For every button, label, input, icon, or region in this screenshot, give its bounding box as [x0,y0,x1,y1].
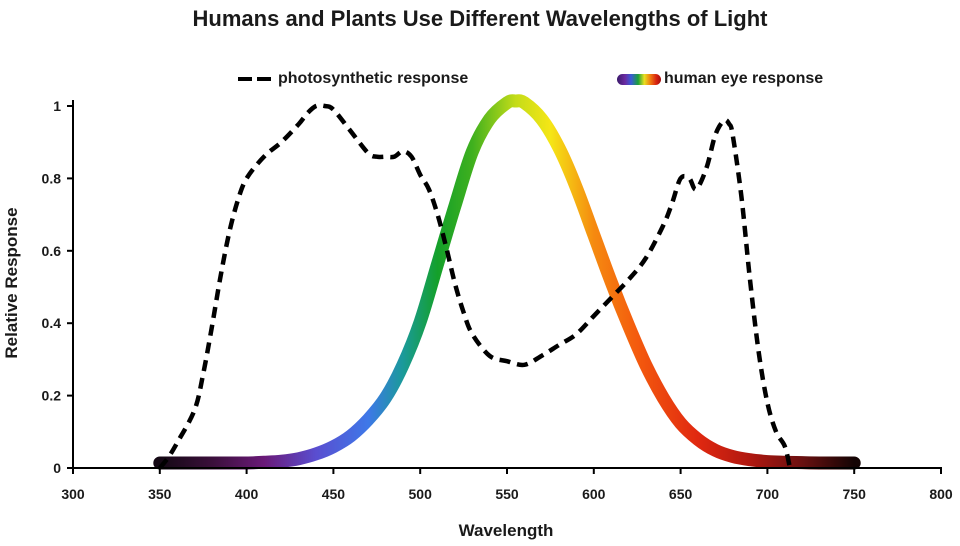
x-axis-label: Wavelength [458,521,554,540]
y-tick-label: 0 [53,460,61,476]
legend-item-human-eye: human eye response [617,68,823,90]
spectrum-swatch-icon [617,73,661,85]
x-tick-label: 600 [582,486,606,502]
photosynthetic-series [158,103,793,470]
x-tick-label: 500 [409,486,433,502]
y-tick-label: 0.2 [42,388,62,404]
y-tick-label: 0.6 [42,243,62,259]
x-tick-label: 800 [929,486,953,502]
human-eye-response-line [153,94,861,470]
x-tick-label: 650 [669,486,693,502]
x-tick-label: 350 [148,486,172,502]
axes: 300 350 400 450 500 550 600 650 700 750 800 0 0.2 0.4… [42,98,953,502]
x-tick-label: 400 [235,486,259,502]
y-tick-label: 1 [53,98,61,114]
legend-label-photosynthetic: photosynthetic response [278,70,469,87]
x-tick-label: 300 [61,486,85,502]
photosynthetic-response-line [158,103,793,470]
chart-title: Humans and Plants Use Different Waveleng… [192,6,768,31]
legend-item-photosynthetic: photosynthetic response [238,68,468,90]
x-tick-label: 450 [322,486,346,502]
dashed-line-swatch-icon [238,77,272,81]
y-tick-label: 0.4 [42,315,62,331]
y-tick-label: 0.8 [42,170,62,186]
human-eye-series [153,94,861,470]
x-tick-label: 700 [756,486,780,502]
x-tick-label: 550 [495,486,519,502]
legend-label-human-eye: human eye response [664,70,824,87]
x-tick-label: 750 [843,486,867,502]
